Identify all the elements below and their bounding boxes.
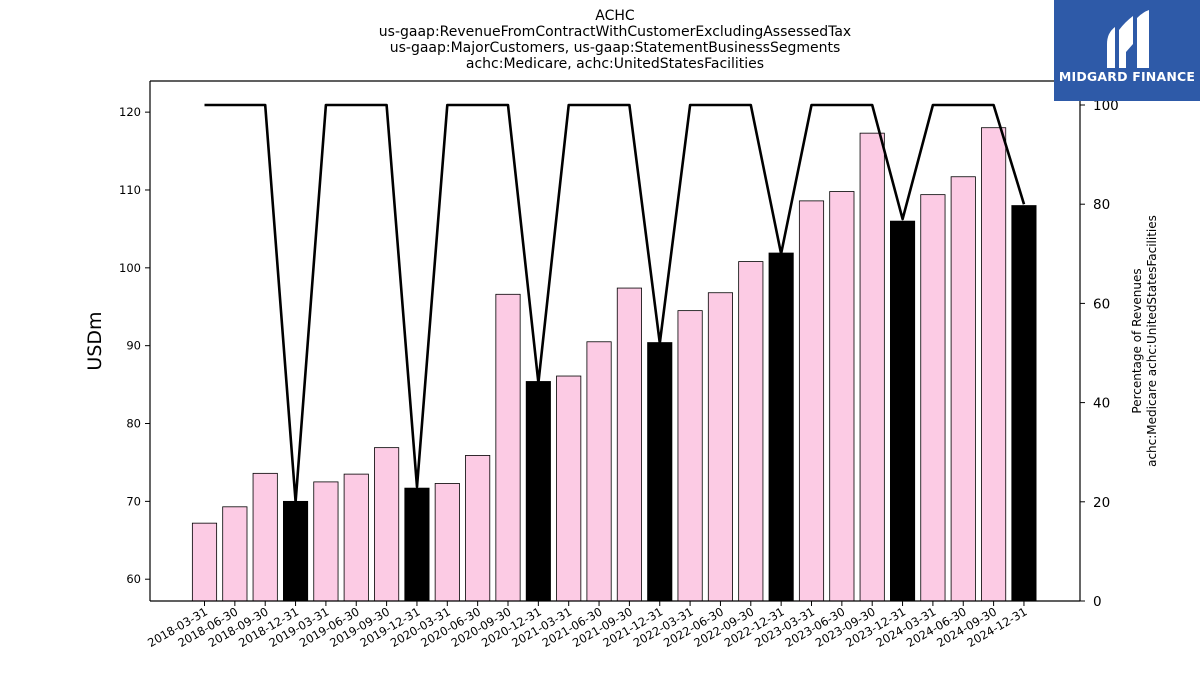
bar-2023-09-30 <box>859 132 885 602</box>
y2-tick-label: 100 <box>1093 98 1119 114</box>
y-tick-label: 110 <box>119 183 141 197</box>
bar-2019-12-31 <box>404 487 430 602</box>
y-tick-label: 70 <box>126 494 141 508</box>
y-tick-label: 90 <box>126 339 141 353</box>
y-tick-label: 60 <box>126 572 141 586</box>
bar-2021-03-31 <box>556 375 582 602</box>
bar-2024-12-31 <box>1011 205 1037 602</box>
bar-2019-03-31 <box>313 481 339 602</box>
y-tick-label: 100 <box>119 261 141 275</box>
bar-2023-03-31 <box>798 200 825 602</box>
bar-2020-12-31 <box>525 381 551 602</box>
bar-2018-12-31 <box>282 500 309 602</box>
chart-title: ACHC <box>595 8 635 24</box>
bar-2023-12-31 <box>890 220 916 602</box>
percentage-line <box>204 103 1026 504</box>
bar-2022-06-30 <box>707 292 733 602</box>
chart-subtitle-3: achc:Medicare, achc:UnitedStatesFaciliti… <box>465 56 765 72</box>
y2-tick-label: 40 <box>1093 396 1110 412</box>
y-tick-label: 120 <box>119 105 141 119</box>
y2-axis-label-line1: Percentage of Revenues <box>1130 268 1144 413</box>
bar-2019-06-30 <box>343 473 369 602</box>
bar-2020-06-30 <box>465 455 491 602</box>
midgard-logo-icon <box>1107 10 1149 68</box>
bar-2024-09-30 <box>981 127 1007 602</box>
bar-2019-09-30 <box>374 447 400 602</box>
bar-2021-12-31 <box>647 342 673 602</box>
bar-2024-03-31 <box>920 194 946 602</box>
y2-axis-label-line2: achc:Medicare achc:UnitedStatesFacilitie… <box>1145 215 1159 467</box>
y-axis-label: USDm <box>84 311 106 370</box>
y2-tick-label: 60 <box>1093 296 1110 312</box>
bar-2023-06-30 <box>829 191 855 602</box>
brand-logo: MIDGARD FINANCE <box>1054 0 1200 101</box>
bar-2018-03-31 <box>191 522 218 602</box>
bar-2021-06-30 <box>586 341 612 602</box>
bar-2018-06-30 <box>222 506 248 602</box>
y2-tick-label: 20 <box>1093 495 1110 511</box>
bar-2022-09-30 <box>738 261 764 602</box>
y2-tick-label: 0 <box>1093 594 1102 610</box>
bar-2020-03-31 <box>434 483 460 602</box>
bar-2021-09-30 <box>616 287 642 602</box>
y2-tick-label: 80 <box>1093 197 1110 213</box>
bar-2020-09-30 <box>495 293 521 602</box>
bar-2022-03-31 <box>677 310 703 602</box>
brand-name: MIDGARD FINANCE <box>1058 69 1196 84</box>
bar-2024-06-30 <box>950 176 976 602</box>
chart-subtitle-2: us-gaap:MajorCustomers, us-gaap:Statemen… <box>389 40 841 56</box>
chart-subtitle-1: us-gaap:RevenueFromContractWithCustomerE… <box>378 24 852 40</box>
bar-2022-12-31 <box>768 252 794 602</box>
bar-2018-09-30 <box>252 472 278 602</box>
y-tick-label: 80 <box>126 417 141 431</box>
